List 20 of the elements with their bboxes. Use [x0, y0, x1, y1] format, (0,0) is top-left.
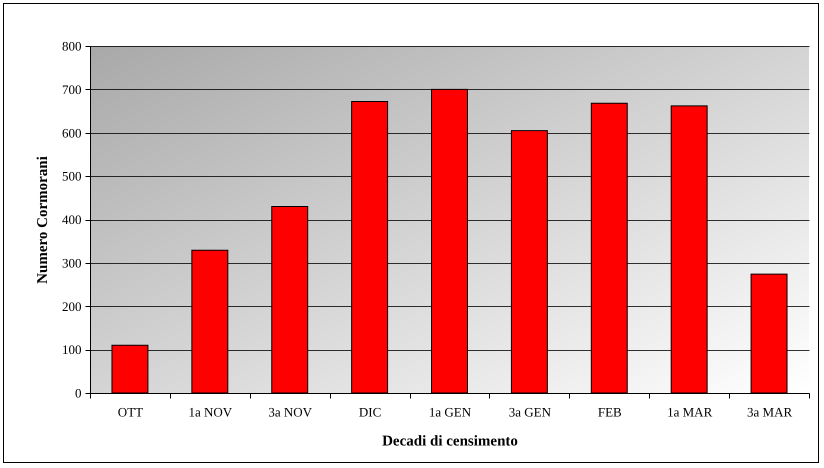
x-tick-label: 3a MAR	[746, 404, 792, 420]
x-tick-label: OTT	[118, 404, 144, 420]
y-tick-label: 400	[62, 212, 82, 227]
x-tick-label: 1a NOV	[188, 404, 233, 420]
x-axis-title: Decadi di censimento	[382, 434, 518, 450]
x-tick-label: DIC	[358, 404, 382, 420]
y-tick-label: 0	[75, 386, 82, 400]
y-tick-label: 100	[62, 342, 82, 358]
y-tick-label: 500	[62, 168, 82, 184]
x-tick-label: 1a GEN	[428, 404, 472, 420]
y-tick-label: 700	[62, 82, 82, 97]
x-tick-label: 1a MAR	[667, 404, 713, 420]
y-axis-title: Numero Cormorani	[35, 156, 51, 284]
y-tick-label: 200	[62, 298, 82, 314]
x-tick-label: 3a NOV	[268, 404, 313, 420]
y-tick-label: 600	[62, 125, 82, 140]
y-tick-label: 300	[62, 255, 82, 270]
x-tick-label: FEB	[598, 404, 622, 420]
x-tick-label: 3a GEN	[508, 404, 552, 420]
y-tick-label: 800	[62, 38, 82, 54]
